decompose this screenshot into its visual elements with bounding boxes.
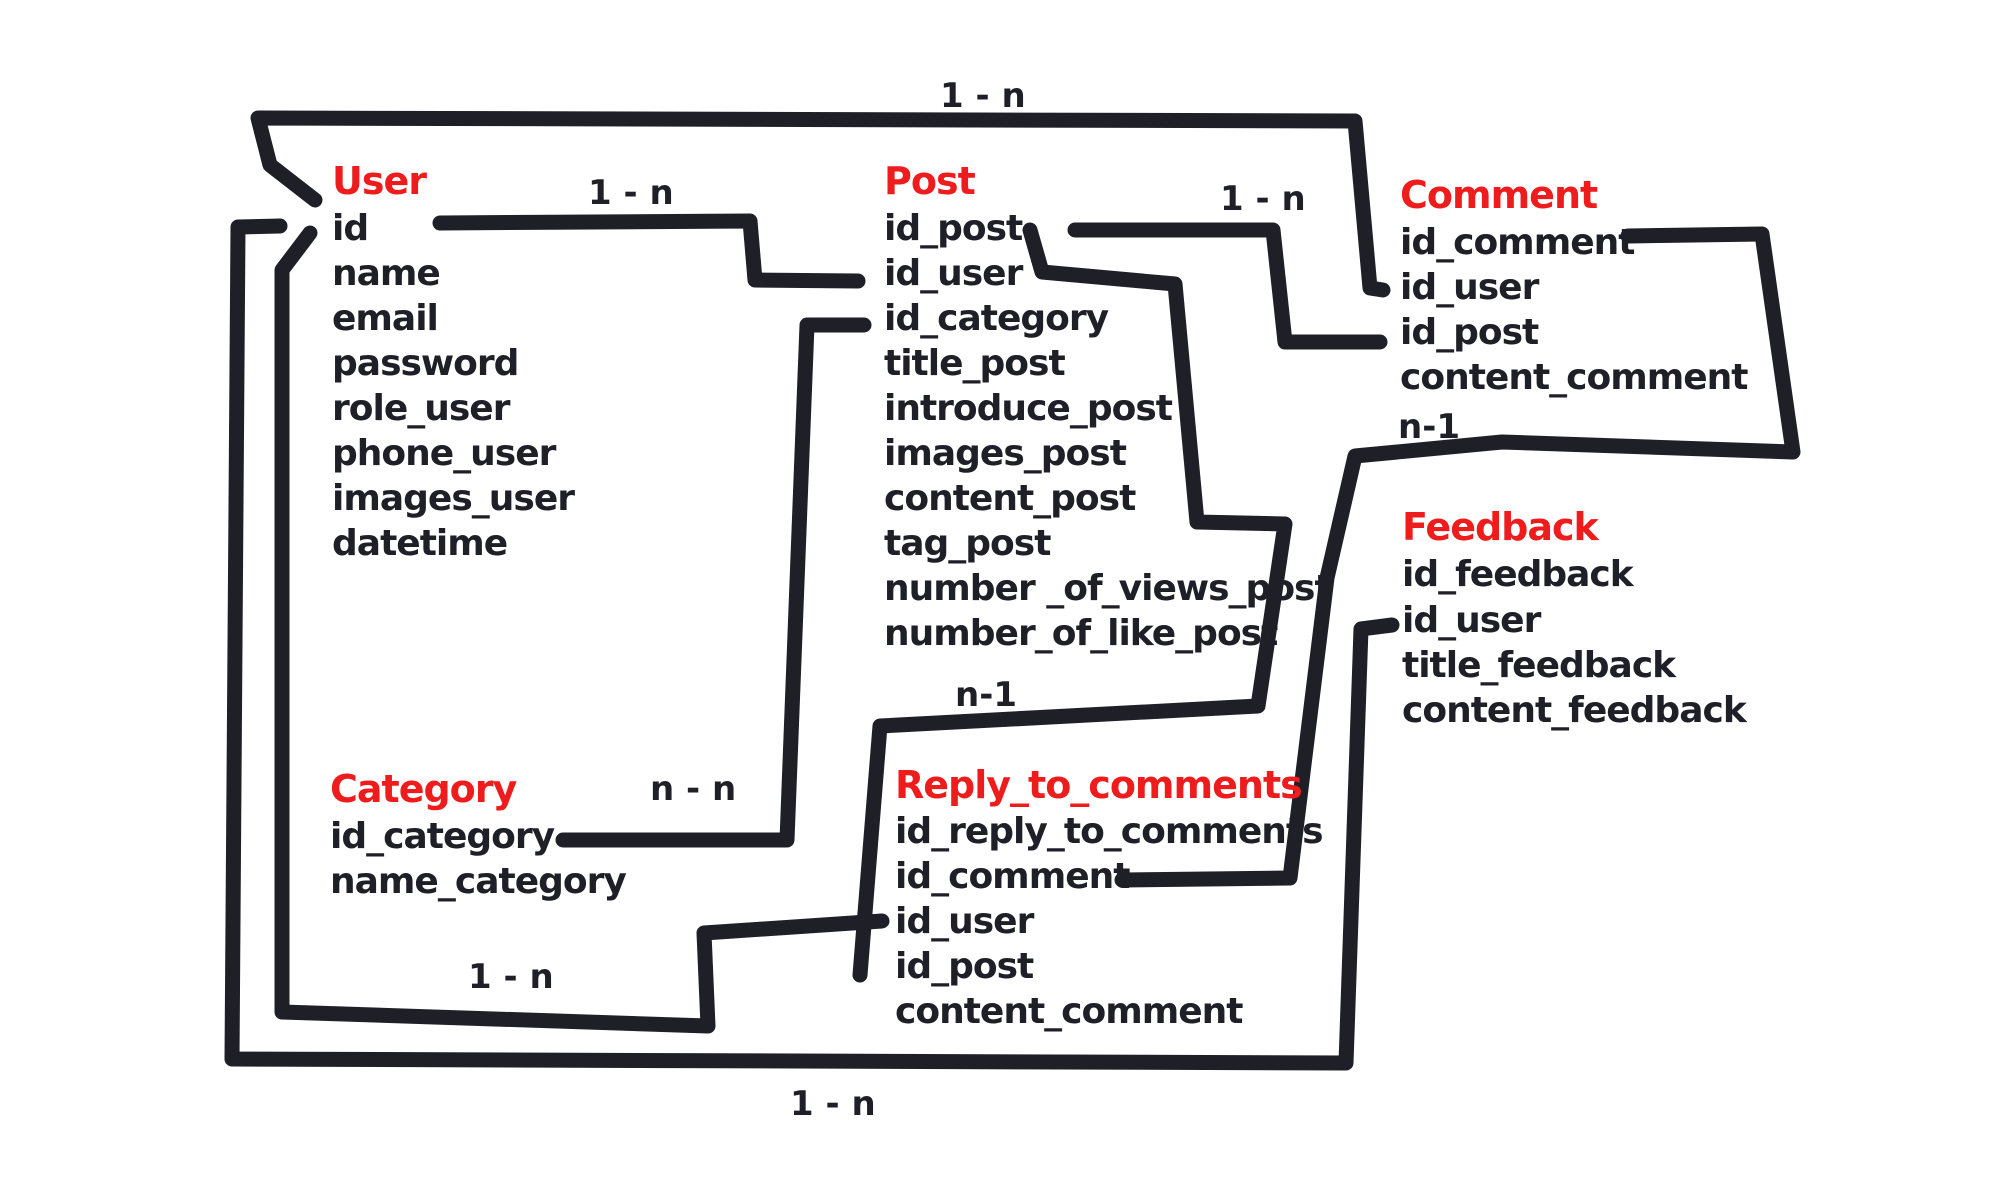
card-user-post: 1 - n (588, 173, 674, 213)
line-user-reply (274, 225, 890, 1034)
field-feedback-id: id_feedback (1402, 554, 1635, 595)
line-comment-reply (1114, 226, 1801, 888)
card-comment-reply: n-1 (1398, 407, 1460, 447)
field-comment-id-post: id_post (1400, 312, 1539, 353)
field-comment-content: content_comment (1400, 357, 1748, 398)
field-post-likes: number_of_like_post (884, 613, 1278, 654)
field-feedback-content: content_feedback (1402, 690, 1748, 731)
card-user-reply: 1 - n (468, 957, 554, 997)
entity-title-comment: Comment (1400, 173, 1598, 217)
entity-feedback: Feedback id_feedback id_user title_feedb… (1402, 505, 1749, 731)
entity-title-category: Category (330, 767, 518, 811)
card-user-feedback: 1 - n (790, 1084, 876, 1124)
relationship-lines (224, 110, 1801, 1071)
field-post-views: number _of_views_post (884, 568, 1331, 609)
line-category-post (555, 317, 872, 848)
field-user-password: password (332, 343, 518, 384)
cardinality-labels: 1 - n 1 - n 1 - n n-1 n-1 n - n 1 - n 1 … (468, 76, 1460, 1124)
entity-comment: Comment id_comment id_user id_post conte… (1400, 173, 1749, 398)
field-post-tag: tag_post (884, 523, 1051, 564)
line-post-comment (1067, 222, 1388, 350)
field-reply-id-post: id_post (895, 946, 1034, 987)
field-reply-id: id_reply_to_comments (895, 811, 1323, 852)
entity-title-reply: Reply_to_comments (895, 763, 1302, 807)
line-user-post (432, 213, 866, 289)
card-user-comment: 1 - n (940, 76, 1026, 116)
field-reply-content: content_comment (895, 991, 1243, 1032)
field-post-introduce: introduce_post (884, 388, 1173, 429)
card-post-comment: 1 - n (1220, 179, 1306, 219)
field-comment-id-user: id_user (1400, 267, 1540, 308)
field-user-datetime: datetime (332, 523, 507, 564)
field-reply-id-user: id_user (895, 901, 1035, 942)
field-category-id: id_category (330, 816, 555, 857)
field-user-id: id (332, 208, 368, 249)
field-feedback-title: title_feedback (1402, 645, 1677, 686)
field-post-images: images_post (884, 433, 1127, 474)
field-comment-id: id_comment (1400, 222, 1635, 263)
card-category-post: n - n (650, 769, 736, 809)
entity-title-post: Post (884, 159, 976, 203)
field-user-name: name (332, 253, 440, 294)
field-user-email: email (332, 298, 438, 339)
field-user-phone: phone_user (332, 433, 557, 474)
field-post-title: title_post (884, 343, 1065, 384)
card-post-reply: n-1 (955, 675, 1017, 715)
field-post-content: content_post (884, 478, 1136, 519)
field-category-name: name_category (330, 861, 626, 902)
field-feedback-id-user: id_user (1402, 600, 1542, 641)
line-user-comment (250, 110, 1391, 298)
line-user-feedback (224, 218, 1400, 1071)
entity-reply: Reply_to_comments id_reply_to_comments i… (895, 763, 1324, 1032)
entity-post: Post id_post id_user id_category title_p… (884, 159, 1332, 654)
field-user-images: images_user (332, 478, 575, 519)
line-post-reply (852, 222, 1293, 983)
field-user-role: role_user (332, 388, 511, 429)
entity-title-user: User (332, 159, 427, 203)
field-post-id-category: id_category (884, 298, 1109, 339)
field-post-id: id_post (884, 208, 1023, 249)
field-reply-id-comment: id_comment (895, 856, 1130, 897)
field-post-id-user: id_user (884, 253, 1024, 294)
entity-user: User id name email password role_user ph… (332, 159, 576, 564)
entity-title-feedback: Feedback (1402, 505, 1600, 549)
entity-category: Category id_category name_category (330, 767, 627, 902)
